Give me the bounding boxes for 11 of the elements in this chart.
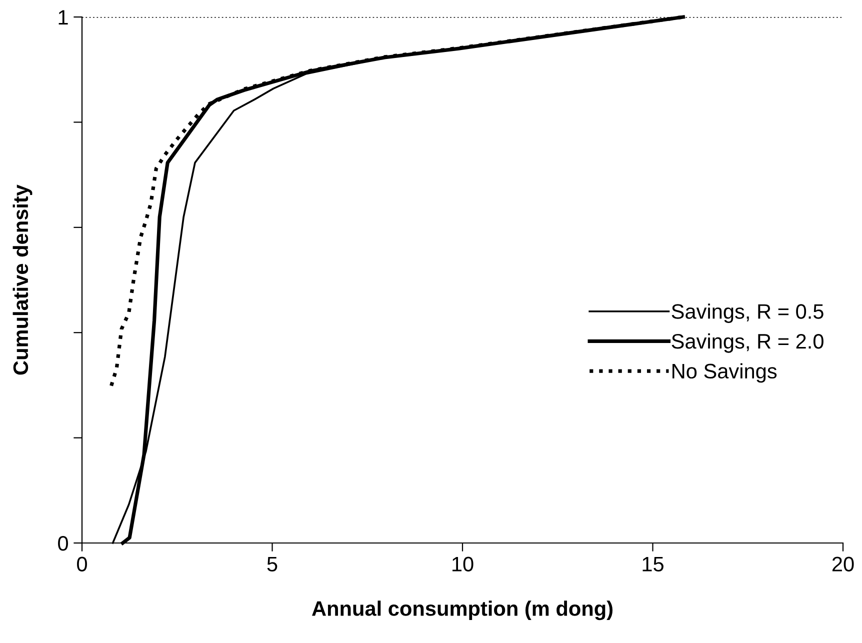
y-axis-title: Cumulative density [12, 184, 32, 375]
legend-label: Savings, R = 0.5 [672, 304, 824, 323]
legend-label: Savings, R = 2.0 [672, 333, 824, 353]
x-tick-label: 20 [832, 556, 854, 572]
x-tick-label: 0 [77, 556, 87, 572]
x-tick-label: 5 [267, 556, 278, 572]
x-axis-title: Annual consumption (m dong) [312, 600, 612, 620]
legend-label: No Savings [672, 363, 777, 383]
y-tick-label: 1 [58, 10, 68, 25]
x-tick-label: 15 [642, 556, 664, 572]
x-tick-label: 10 [452, 556, 474, 572]
